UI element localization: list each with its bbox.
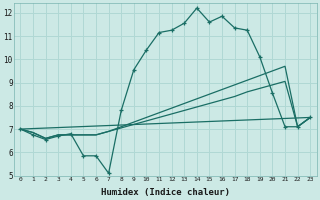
X-axis label: Humidex (Indice chaleur): Humidex (Indice chaleur) [101, 188, 230, 197]
